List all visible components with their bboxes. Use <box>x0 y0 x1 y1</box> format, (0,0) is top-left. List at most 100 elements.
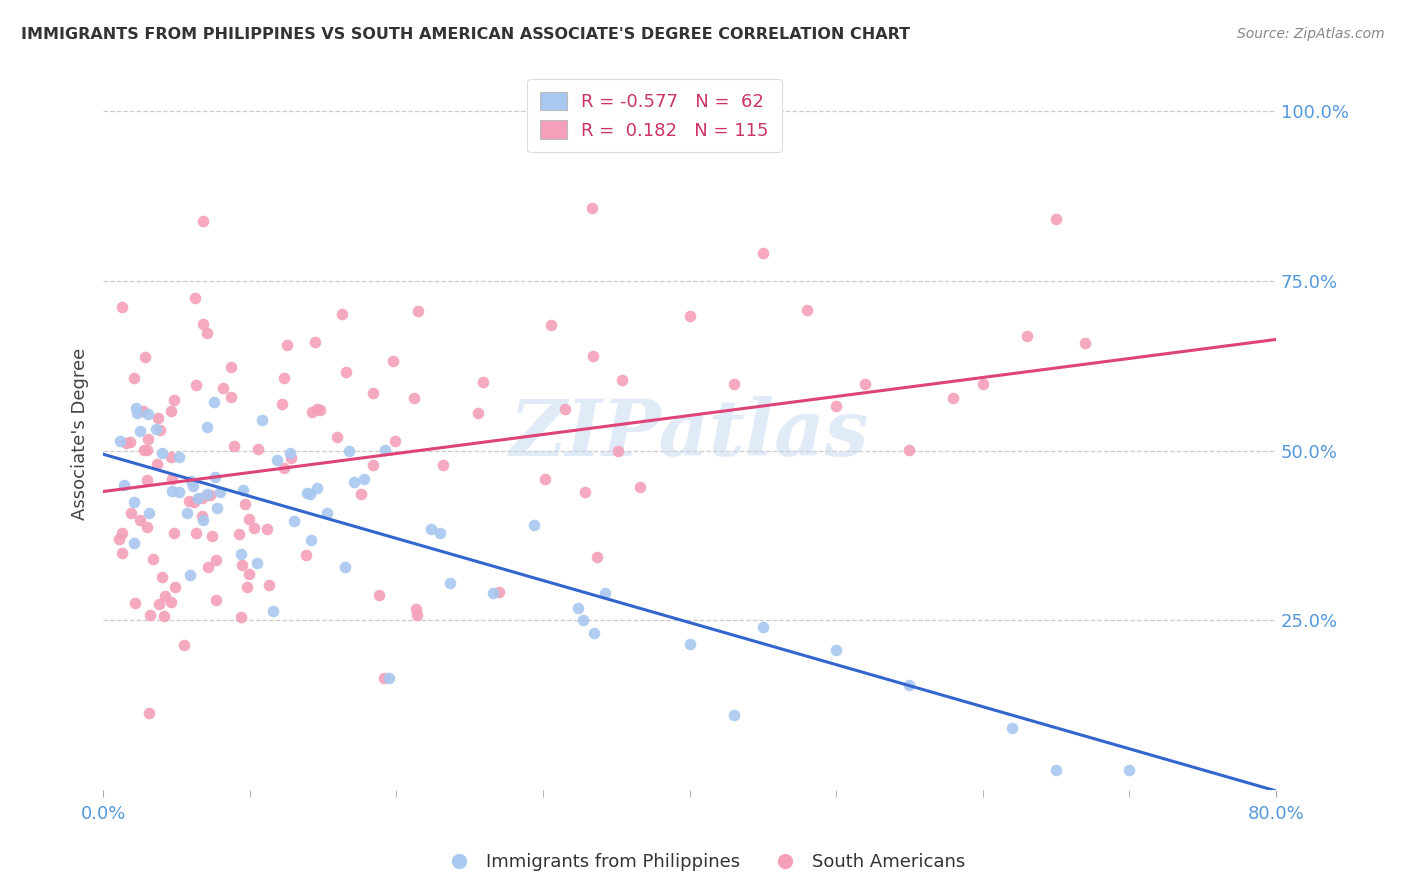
Point <box>186 526 208 541</box>
Point <box>825 643 848 657</box>
Legend: R = -0.577   N =  62, R =  0.182   N = 115: R = -0.577 N = 62, R = 0.182 N = 115 <box>527 79 782 153</box>
Point <box>167 485 190 500</box>
Point <box>195 419 218 434</box>
Point <box>160 595 183 609</box>
Point <box>139 608 162 623</box>
Point <box>752 246 775 260</box>
Y-axis label: Associate's Degree: Associate's Degree <box>72 348 89 520</box>
Point <box>198 488 221 502</box>
Point <box>193 317 215 331</box>
Point <box>796 302 818 317</box>
Point <box>349 487 371 501</box>
Point <box>374 443 396 458</box>
Point <box>132 403 155 417</box>
Point <box>301 405 323 419</box>
Point <box>246 442 269 456</box>
Point <box>567 601 589 615</box>
Point <box>723 377 745 392</box>
Point <box>405 607 427 622</box>
Point <box>678 637 700 651</box>
Point <box>165 580 187 594</box>
Point <box>124 596 146 610</box>
Point <box>222 439 245 453</box>
Point <box>195 326 218 340</box>
Point <box>405 602 427 616</box>
Point <box>205 593 228 607</box>
Point <box>229 610 252 624</box>
Point <box>855 377 877 392</box>
Point <box>187 491 209 505</box>
Point <box>236 581 259 595</box>
Point <box>898 678 921 692</box>
Point <box>299 533 322 547</box>
Point <box>122 536 145 550</box>
Point <box>257 578 280 592</box>
Point <box>238 512 260 526</box>
Point <box>481 586 503 600</box>
Point <box>256 522 278 536</box>
Point <box>184 291 207 305</box>
Point <box>160 404 183 418</box>
Point <box>209 484 232 499</box>
Point <box>120 435 142 450</box>
Point <box>243 520 266 534</box>
Point <box>111 546 134 560</box>
Point <box>583 626 606 640</box>
Point <box>1045 763 1067 777</box>
Point <box>211 381 233 395</box>
Point <box>337 444 360 458</box>
Point <box>373 671 395 685</box>
Point <box>572 613 595 627</box>
Point <box>153 589 176 603</box>
Point <box>207 500 229 515</box>
Point <box>219 360 242 375</box>
Point <box>295 486 318 500</box>
Point <box>307 481 329 495</box>
Point <box>273 371 295 385</box>
Point <box>361 385 384 400</box>
Point <box>404 391 426 405</box>
Point <box>195 487 218 501</box>
Point <box>233 497 256 511</box>
Point <box>273 460 295 475</box>
Point <box>221 390 243 404</box>
Point <box>581 202 603 216</box>
Point <box>612 373 634 387</box>
Point <box>316 507 339 521</box>
Point <box>540 318 562 333</box>
Point <box>278 446 301 460</box>
Point <box>136 442 159 457</box>
Point <box>335 365 357 379</box>
Point <box>179 568 201 582</box>
Point <box>145 422 167 436</box>
Point <box>534 472 557 486</box>
Point <box>125 406 148 420</box>
Point <box>177 493 200 508</box>
Point <box>111 526 134 541</box>
Point <box>942 391 965 405</box>
Point <box>150 446 173 460</box>
Point <box>163 393 186 408</box>
Point <box>205 553 228 567</box>
Point <box>382 354 405 368</box>
Point <box>280 450 302 465</box>
Point <box>146 457 169 471</box>
Point <box>190 491 212 505</box>
Point <box>368 588 391 602</box>
Point <box>283 514 305 528</box>
Point <box>134 442 156 457</box>
Point <box>136 520 159 534</box>
Point <box>752 620 775 634</box>
Point <box>197 560 219 574</box>
Point <box>972 376 994 391</box>
Point <box>112 478 135 492</box>
Point <box>111 300 134 314</box>
Point <box>326 430 349 444</box>
Point <box>307 402 329 417</box>
Point <box>408 304 430 318</box>
Point <box>262 604 284 618</box>
Point <box>574 485 596 500</box>
Point <box>202 395 225 409</box>
Point <box>330 307 353 321</box>
Point <box>420 522 443 536</box>
